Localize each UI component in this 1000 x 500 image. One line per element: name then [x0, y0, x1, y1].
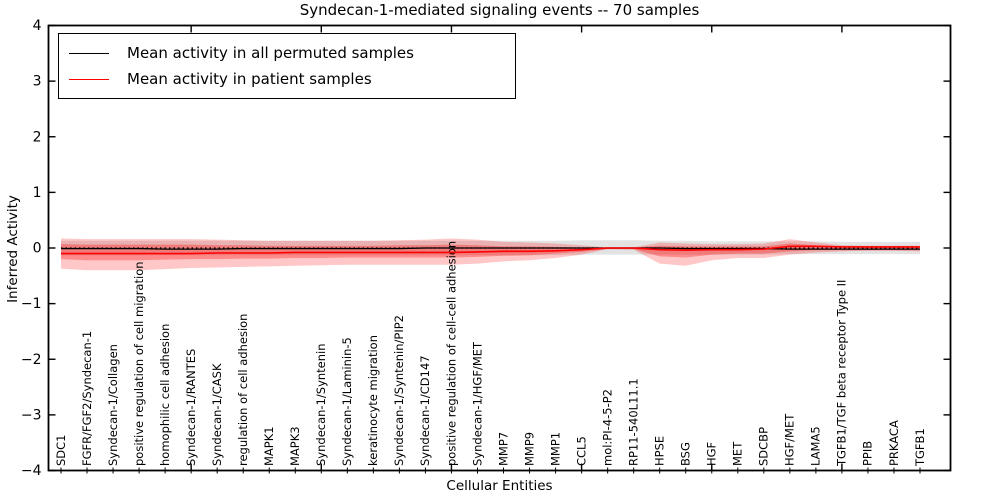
legend-line-permuted: [69, 52, 109, 54]
legend-label: Mean activity in patient samples: [127, 70, 372, 88]
x-tick-label: MMP9: [522, 432, 536, 466]
x-tick-label: TGFB1: [913, 428, 927, 467]
x-tick-label: MET: [731, 441, 745, 466]
x-tick-label: HPSE: [652, 436, 666, 466]
x-tick-label: MAPK3: [288, 426, 302, 466]
x-tick-label: keratinocyte migration: [366, 335, 380, 466]
x-tick-label: positive regulation of cell migration: [132, 261, 146, 466]
x-tick-label: RP11-540L11.1: [626, 378, 640, 466]
x-tick-label: MMP7: [496, 432, 510, 466]
x-tick-label: FGFR/FGF2/Syndecan-1: [80, 331, 94, 466]
legend-line-patient: [69, 78, 109, 80]
x-tick-label: mol:PI-4-5-P2: [600, 389, 614, 466]
x-tick-label: regulation of cell adhesion: [236, 314, 250, 466]
patient-mean-line: [61, 245, 920, 255]
x-tick-label: Syndecan-1/RANTES: [184, 349, 198, 466]
legend: Mean activity in all permuted samples Me…: [58, 33, 516, 99]
legend-item: Mean activity in all permuted samples: [69, 40, 515, 66]
x-tick-label: TGFB1/TGF beta receptor Type II: [835, 280, 849, 467]
x-tick-label: BSG: [679, 442, 693, 466]
x-tick-label: Syndecan-1/Syntenin: [314, 343, 328, 466]
x-tick-label: HGF/MET: [783, 413, 797, 466]
legend-item: Mean activity in patient samples: [69, 66, 515, 92]
y-tick-label: −3: [21, 407, 42, 423]
y-tick-label: 0: [33, 241, 42, 257]
x-tick-label: Syndecan-1/Laminin-5: [340, 337, 354, 466]
x-tick-label: homophilic cell adhesion: [158, 324, 172, 466]
y-tick-label: −1: [21, 296, 42, 312]
x-tick-label: Syndecan-1/Syntenin/PIP2: [392, 315, 406, 466]
y-tick-label: 1: [33, 185, 42, 201]
y-tick-label: 3: [33, 74, 42, 90]
x-tick-label: SDC1: [54, 434, 68, 466]
x-tick-label: positive regulation of cell-cell adhesio…: [444, 241, 458, 466]
x-tick-label: Syndecan-1/Collagen: [106, 344, 120, 466]
patient-samples-std-band-outer: [61, 238, 920, 271]
legend-label: Mean activity in all permuted samples: [127, 44, 414, 62]
y-tick-label: 4: [33, 18, 42, 34]
y-tick-label: 2: [33, 129, 42, 145]
x-tick-label: MAPK1: [262, 426, 276, 466]
x-tick-label: Syndecan-1/HGF/MET: [470, 341, 484, 466]
x-tick-label: MMP1: [548, 432, 562, 466]
x-tick-label: Syndecan-1/CASK: [210, 363, 224, 466]
x-tick-label: PPIB: [861, 441, 875, 466]
x-tick-label: PRKACA: [887, 420, 901, 466]
x-axis-label: Cellular Entities: [446, 478, 553, 494]
x-tick-label: CCL5: [574, 436, 588, 466]
x-tick-label: HGF: [705, 442, 719, 466]
x-tick-label: SDCBP: [757, 427, 771, 466]
chart-title: Syndecan-1-mediated signaling events -- …: [299, 1, 700, 19]
x-tick-label: Syndecan-1/CD147: [418, 355, 432, 466]
y-tick-label: −2: [21, 352, 42, 368]
permuted-mean-line: [61, 247, 920, 250]
y-tick-label: −4: [21, 463, 42, 479]
x-tick-label: LAMA5: [809, 426, 823, 466]
